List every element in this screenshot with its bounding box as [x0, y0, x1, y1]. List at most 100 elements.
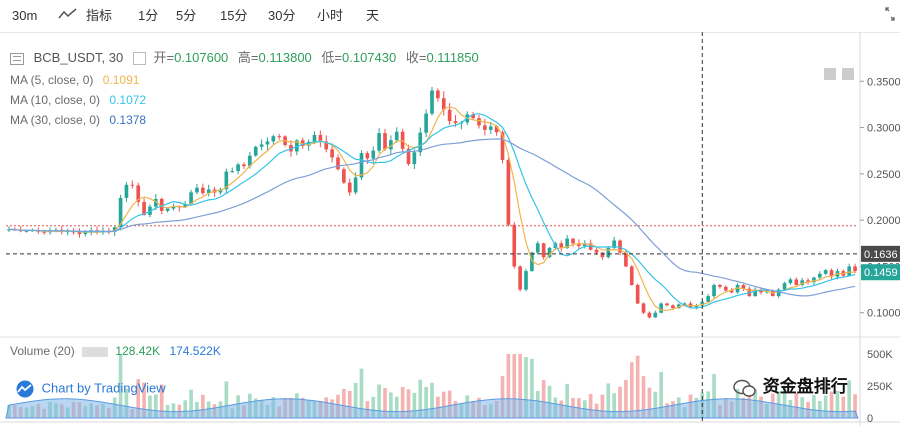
candle-body [42, 231, 47, 233]
candle-body [154, 198, 158, 207]
candle-body [306, 141, 311, 146]
volume-bar [183, 400, 188, 418]
candle-body [300, 140, 305, 146]
candle-body [24, 230, 29, 232]
candle-body [142, 201, 146, 215]
candle-body [559, 243, 564, 248]
volume-bar [347, 390, 352, 418]
candle-body [347, 182, 352, 193]
candle-body [500, 132, 505, 160]
open-value: 0.107600 [174, 50, 229, 65]
interval-select[interactable]: 30m [12, 8, 38, 23]
volume-bar [835, 390, 840, 418]
candle-body [782, 283, 787, 290]
chart-canvas[interactable]: 0.35000.30000.25000.20000.15000.1000500K… [0, 32, 900, 426]
close-label: 收= [405, 50, 427, 65]
volume-bar [624, 380, 628, 418]
volume-bar [817, 400, 822, 418]
volume-bar [635, 355, 640, 418]
candle-body [800, 280, 805, 285]
candle-body [547, 247, 552, 258]
indicators-icon[interactable] [58, 8, 78, 22]
candle-body [189, 192, 193, 205]
candle-body [829, 270, 834, 277]
candle-body [112, 227, 117, 232]
candle-body [671, 305, 675, 309]
volume-bar [201, 394, 205, 418]
candle-body [77, 232, 82, 235]
collapse-icon[interactable] [10, 52, 24, 65]
volume-bar [518, 354, 522, 418]
ma30-value: 0.1378 [109, 113, 147, 127]
candle-body [83, 232, 88, 235]
candle-body [342, 169, 346, 183]
candle-body [823, 270, 828, 274]
candle-body [712, 284, 716, 297]
candle-body [812, 277, 816, 283]
candle-body [530, 252, 534, 272]
candle-body [606, 247, 611, 258]
volume-bar [124, 388, 129, 418]
candle-body [265, 141, 270, 145]
ma5-legend: MA (5, close, 0) 0.1091 [10, 72, 139, 88]
volume-bar [189, 389, 193, 418]
candle-body [600, 252, 605, 258]
candle-body [735, 284, 740, 293]
volume-bar [441, 391, 446, 418]
candle-body [577, 243, 581, 247]
symbol-header: BCB_USDT, 30 开=0.107600 高=0.113800 低=0.1… [10, 50, 479, 66]
volume-bar [606, 383, 611, 418]
volume-bar [541, 380, 546, 418]
interval-15m[interactable]: 15分 [220, 8, 248, 23]
volume-bar [400, 387, 405, 418]
interval-30m[interactable]: 30分 [268, 8, 296, 23]
interval-1m[interactable]: 1分 [138, 8, 159, 23]
candle-body [794, 279, 799, 285]
candle-body [383, 133, 387, 150]
candle-body [271, 136, 276, 142]
candle-body [535, 243, 540, 253]
candle-body [359, 153, 364, 178]
fullscreen-icon[interactable] [884, 7, 896, 21]
volume-bar [412, 392, 417, 418]
volume-value-1: 128.42K [115, 344, 161, 358]
volume-bar [530, 358, 534, 418]
candle-body [318, 134, 323, 142]
candle-body [571, 238, 575, 244]
tradingview-watermark[interactable]: Chart by TradingView [12, 380, 166, 398]
candle-body [436, 90, 440, 99]
interval-1h[interactable]: 小时 [317, 8, 344, 23]
candle-body [723, 286, 728, 291]
volume-bar [612, 393, 616, 418]
volume-bar [159, 384, 164, 418]
candle-body [753, 289, 757, 297]
volume-bar [447, 390, 452, 418]
candle-body [541, 243, 546, 258]
volume-bar [394, 396, 399, 418]
volume-bar [600, 394, 605, 418]
candle-body [159, 198, 164, 211]
settings-icon[interactable] [132, 52, 146, 66]
volume-bar [659, 371, 663, 418]
last-price-tag [861, 264, 900, 281]
candle-body [236, 164, 240, 172]
volume-settings-icon[interactable] [82, 346, 109, 357]
volume-bar [618, 386, 622, 418]
volume-value-2: 174.522K [169, 344, 221, 358]
indicators-button[interactable]: 指标 [86, 8, 113, 23]
candle-body [565, 238, 569, 248]
crosshair-price-tag [861, 245, 900, 262]
volume-legend: Volume (20) 128.42K 174.522K [10, 343, 221, 359]
candle-body [195, 187, 199, 193]
interval-1d[interactable]: 天 [366, 8, 380, 23]
candle-body [201, 187, 205, 194]
volume-bar [512, 354, 517, 418]
interval-5m[interactable]: 5分 [176, 8, 197, 23]
volume-bar [547, 385, 552, 418]
candle-body [641, 303, 646, 313]
price-tick-label: 0.3000 [867, 123, 900, 135]
candle-body [418, 132, 423, 153]
low-value: 0.107430 [342, 50, 397, 65]
volume-bar [653, 391, 658, 418]
price-tick-label: 0.3500 [867, 76, 900, 88]
